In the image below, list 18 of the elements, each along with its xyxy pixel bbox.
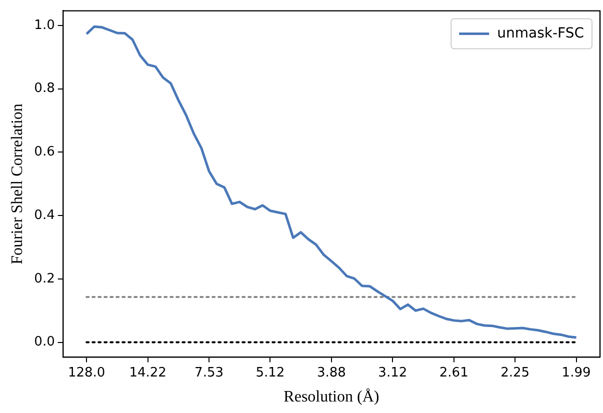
x-tick-label: 3.88: [316, 365, 346, 380]
y-axis-title: Fourier Shell Correlation: [8, 104, 26, 264]
y-tick-label: 1.0: [34, 18, 55, 33]
y-tick-label: 0.2: [34, 271, 55, 286]
x-tick-label: 7.53: [194, 365, 224, 380]
x-tick-label: 5.12: [256, 365, 285, 380]
x-tick-label: 128.0: [68, 365, 106, 380]
x-tick-label: 2.25: [500, 365, 530, 380]
x-axis-title: Resolution (Å): [284, 388, 380, 406]
legend-label: unmask-FSC: [497, 25, 584, 42]
y-tick-label: 0.6: [34, 144, 55, 160]
x-tick-label: 2.61: [439, 365, 468, 380]
x-tick-label: 1.99: [562, 365, 591, 380]
y-tick-label: 0.8: [34, 81, 55, 96]
y-tick-label: 0.4: [34, 208, 55, 223]
x-tick-label: 3.12: [378, 365, 408, 380]
y-tick-label: 0.0: [34, 334, 55, 350]
x-tick-label: 14.22: [129, 365, 166, 380]
